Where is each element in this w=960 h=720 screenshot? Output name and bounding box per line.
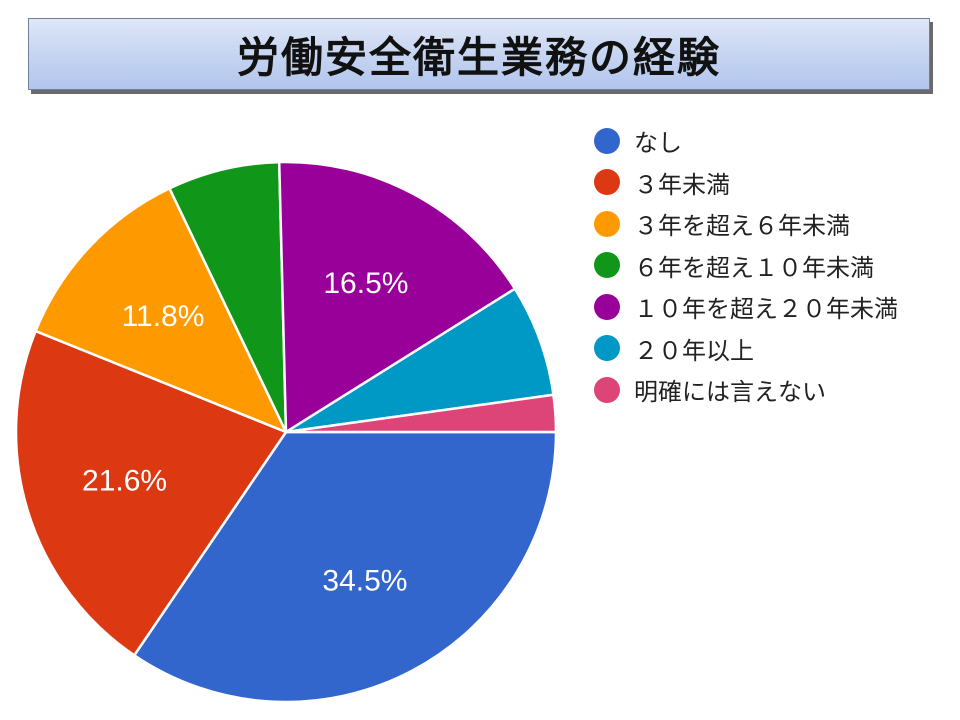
slice-data-label-0: 34.5%	[322, 565, 407, 598]
legend-label: 明確には言えない	[634, 378, 826, 407]
pie-slice-1	[14, 329, 288, 657]
legend-swatch	[594, 252, 620, 279]
pie-slice-6	[284, 393, 558, 434]
legend-label: ２０年以上	[634, 336, 754, 365]
legend-swatch	[594, 293, 620, 320]
legend-item: ２０年以上	[594, 328, 944, 370]
pie-slice-0	[132, 430, 558, 704]
legend-item: ６年を超え１０年未満	[594, 245, 944, 287]
legend-item: ３年を超え６年未満	[594, 203, 944, 245]
legend-label: １０年を超え２０年未満	[634, 295, 898, 324]
slice-data-label-2: 11.8%	[122, 300, 205, 333]
legend-swatch	[594, 210, 620, 237]
pie-slice-5	[284, 287, 555, 434]
legend-label: ３年未満	[634, 170, 730, 199]
title-banner: 労働安全衛生業務の経験	[28, 18, 930, 90]
pie-slice-4	[277, 160, 517, 434]
legend-swatch	[594, 127, 620, 154]
legend-label: ３年を超え６年未満	[634, 212, 850, 241]
pie-slice-2	[34, 187, 288, 434]
legend: なし ３年未満 ３年を超え６年未満 ６年を超え１０年未満 １０年を超え２０年未満 ２０年以…	[594, 120, 944, 411]
legend-item: 明確には言えない	[594, 369, 944, 411]
chart-title: 労働安全衛生業務の経験	[236, 32, 721, 82]
legend-swatch	[594, 169, 620, 196]
legend-swatch	[594, 376, 620, 403]
legend-item: １０年を超え２０年未満	[594, 286, 944, 328]
legend-swatch	[594, 335, 620, 362]
legend-item: ３年未満	[594, 162, 944, 204]
legend-label: ６年を超え１０年未満	[634, 253, 874, 282]
slice-data-label-4: 16.5%	[323, 267, 408, 300]
pie-slice-3	[168, 160, 288, 434]
legend-label: なし	[634, 129, 682, 158]
slice-data-label-1: 21.6%	[82, 465, 167, 498]
legend-item: なし	[594, 120, 944, 162]
